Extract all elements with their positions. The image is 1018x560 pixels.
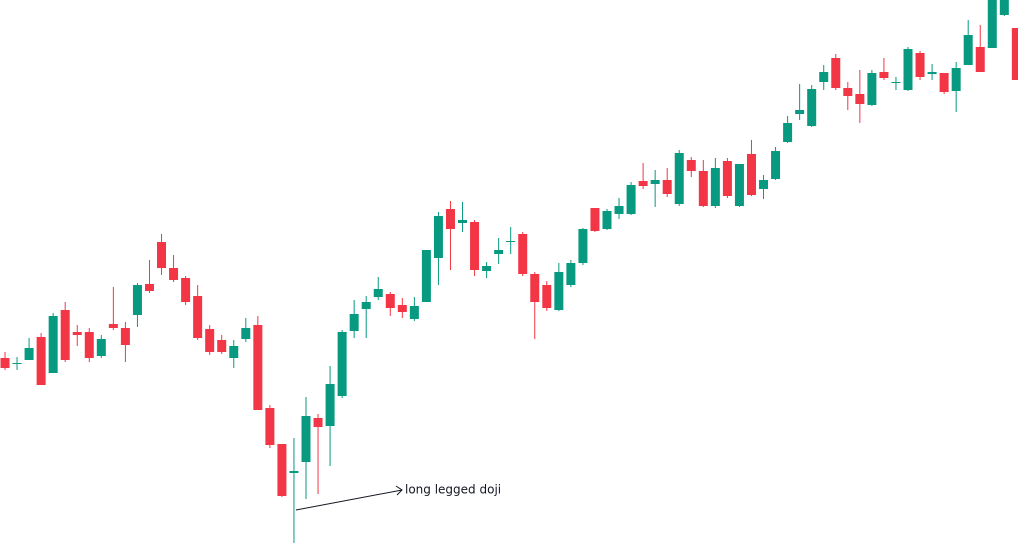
candle-body bbox=[60, 310, 70, 360]
candle-body bbox=[506, 241, 516, 242]
candle-body bbox=[759, 180, 769, 189]
candle-body bbox=[819, 72, 829, 82]
candle-body bbox=[409, 306, 419, 319]
candle-body bbox=[289, 471, 299, 473]
candle-body bbox=[470, 222, 480, 270]
candle-body bbox=[686, 160, 696, 171]
candle-body bbox=[939, 73, 949, 92]
candle-body bbox=[36, 337, 46, 385]
candle-body bbox=[722, 161, 732, 196]
candle-body bbox=[421, 250, 431, 302]
candle-body bbox=[662, 180, 672, 194]
candle-body bbox=[879, 72, 889, 78]
candle-body bbox=[578, 229, 588, 263]
candle-body bbox=[84, 332, 94, 358]
candle-body bbox=[277, 444, 287, 496]
candle-body bbox=[566, 263, 576, 285]
candle-body bbox=[337, 332, 347, 396]
candle-body bbox=[771, 151, 781, 179]
candle-body bbox=[229, 346, 239, 358]
candle-body bbox=[241, 328, 251, 339]
candle-body bbox=[554, 272, 564, 310]
candle-body bbox=[397, 305, 407, 312]
candle-body bbox=[999, 0, 1009, 15]
candle-body bbox=[433, 216, 443, 258]
candle-body bbox=[710, 168, 720, 206]
candle-body bbox=[963, 35, 973, 65]
candle-body bbox=[108, 324, 118, 328]
candle-body bbox=[120, 328, 130, 345]
candle-body bbox=[24, 348, 34, 360]
candle-body bbox=[385, 294, 395, 308]
candle-body bbox=[638, 181, 648, 186]
candle-body bbox=[626, 185, 636, 214]
candle-body bbox=[181, 278, 191, 302]
candle-body bbox=[217, 340, 227, 352]
candle-body bbox=[458, 220, 468, 223]
annotation-arrow bbox=[295, 489, 403, 511]
candle-body bbox=[482, 266, 492, 271]
candle-body bbox=[445, 209, 455, 229]
candle-body bbox=[867, 73, 877, 105]
candle-body bbox=[1011, 28, 1018, 80]
candle-body bbox=[48, 316, 58, 373]
candle-body bbox=[746, 154, 756, 195]
candle-body bbox=[132, 285, 142, 315]
candle-body bbox=[494, 250, 504, 254]
candle-body bbox=[927, 72, 937, 74]
candle-body bbox=[843, 88, 853, 96]
candle-body bbox=[650, 180, 660, 184]
candle-body bbox=[590, 208, 600, 231]
candle-body bbox=[891, 82, 901, 83]
candle-body bbox=[72, 332, 82, 335]
candle-body bbox=[602, 211, 612, 229]
candle-body bbox=[831, 58, 841, 88]
candle-body bbox=[373, 289, 383, 297]
candle-body bbox=[169, 268, 179, 280]
candle-body bbox=[144, 284, 154, 291]
candle-body bbox=[903, 49, 913, 90]
candle-body bbox=[614, 206, 624, 214]
annotation-arrowhead bbox=[395, 485, 403, 496]
candle-body bbox=[157, 242, 167, 268]
candle-body bbox=[795, 110, 805, 114]
candle-body bbox=[807, 89, 817, 126]
candle-body bbox=[542, 285, 552, 308]
candle-body bbox=[205, 329, 215, 352]
candle-body bbox=[915, 53, 925, 77]
annotation: long legged doji bbox=[405, 483, 501, 497]
candle-body bbox=[674, 153, 684, 204]
candle-body bbox=[0, 358, 10, 368]
candle-body bbox=[734, 164, 744, 206]
candle-body bbox=[96, 339, 106, 356]
candle-body bbox=[301, 416, 311, 462]
candle-body bbox=[253, 325, 263, 410]
candle-body bbox=[975, 47, 985, 72]
candle-body bbox=[313, 418, 323, 427]
candle-body bbox=[530, 274, 540, 302]
candle-body bbox=[325, 384, 335, 426]
candle-body bbox=[987, 0, 997, 48]
candle-body bbox=[698, 171, 708, 206]
candle-body bbox=[193, 296, 203, 338]
candle-body bbox=[265, 408, 275, 445]
candle-body bbox=[349, 314, 359, 331]
candle-body bbox=[783, 123, 793, 142]
candle-body bbox=[518, 234, 528, 274]
candle-body bbox=[12, 363, 22, 364]
candle-body bbox=[855, 94, 865, 104]
candle-body bbox=[361, 302, 371, 309]
candle-body bbox=[951, 68, 961, 91]
